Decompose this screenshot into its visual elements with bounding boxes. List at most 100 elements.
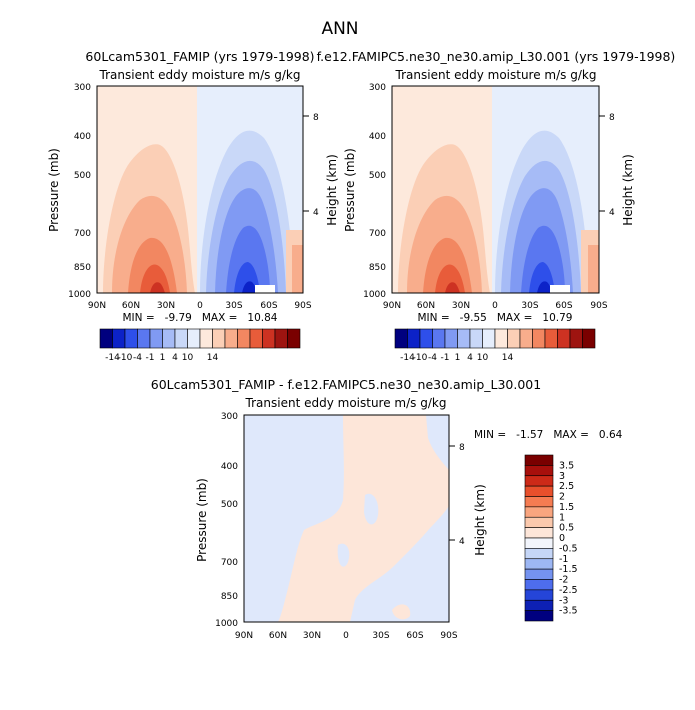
x-tick-label: 60N — [269, 631, 287, 641]
colorbar-label: -10 — [413, 353, 428, 363]
colorbar-swatch — [524, 558, 554, 570]
colorbar-swatch — [469, 328, 483, 349]
x-tick-label: 60S — [260, 301, 277, 311]
colorbar-swatch — [507, 328, 521, 349]
colorbar-swatch — [532, 328, 546, 349]
panel-1-case-title: 60Lcam5301_FAMIP (yrs 1979-1998) — [85, 49, 314, 64]
colorbar-swatch — [149, 328, 163, 349]
colorbar-swatch — [237, 328, 251, 349]
panel-1-y-axis: 300 400 500 700 850 1000 Pressure (mb) — [47, 83, 91, 300]
panel-1-plot-frame — [96, 85, 304, 294]
y-tick-label: 700 — [74, 229, 91, 239]
panel-3: 60Lcam5301_FAMIP - f.e12.FAMIPC5.ne30_ne… — [151, 377, 623, 641]
colorbar-label: -14 — [400, 353, 415, 363]
colorbar-swatch — [494, 328, 508, 349]
colorbar-swatch — [582, 328, 596, 349]
y-tick-label: 850 — [74, 263, 91, 273]
colorbar-swatch — [544, 328, 558, 349]
x-tick-label: 60N — [417, 301, 435, 311]
colorbar-label: 1 — [559, 512, 565, 523]
y-tick-label: 500 — [369, 171, 386, 181]
colorbar-swatch — [524, 579, 554, 591]
panel-2-stats: MIN = -9.55 MAX = 10.79 — [418, 312, 573, 324]
colorbar-label: 14 — [207, 353, 219, 363]
colorbar-swatch — [287, 328, 301, 349]
x-tick-label: 90S — [440, 631, 457, 641]
colorbar-swatch — [162, 328, 176, 349]
colorbar-swatch — [274, 328, 288, 349]
panel-3-x-axis: 90N 60N 30N 0 30S 60S 90S — [235, 631, 458, 641]
panel-2-colorbar: -14-10 -4 -1 1 4 10 14 — [394, 328, 596, 363]
colorbar-swatch — [212, 328, 226, 349]
panel-3-case-title: 60Lcam5301_FAMIP - f.e12.FAMIPC5.ne30_ne… — [151, 377, 541, 392]
panel-1-stats: MIN = -9.79 MAX = 10.84 — [123, 312, 278, 324]
x-tick-label: 0 — [197, 301, 203, 311]
colorbar-swatch — [524, 475, 554, 487]
x-tick-label: 60S — [555, 301, 572, 311]
x-tick-label: 0 — [492, 301, 498, 311]
colorbar-label: 0 — [559, 533, 565, 544]
y-right-tick-label: 8 — [313, 113, 319, 123]
x-tick-label: 60S — [406, 631, 423, 641]
colorbar-swatch — [524, 465, 554, 477]
y-tick-label: 700 — [369, 229, 386, 239]
colorbar-label: -4 — [428, 353, 437, 363]
panel-1-contour-field — [97, 86, 303, 293]
panel-3-subtitle: Transient eddy moisture m/s g/kg — [245, 396, 447, 410]
panel-1-x-axis: 90N 60N 30N 0 30S 60S 90S — [88, 301, 312, 311]
colorbar-label: -2 — [559, 575, 568, 586]
colorbar-swatch — [524, 516, 554, 528]
panel-3-contour-field — [244, 415, 449, 622]
colorbar-label: -1 — [441, 353, 450, 363]
panel-3-y-right-axis: 8 4 Height (km) — [449, 443, 487, 556]
colorbar-label: 1.5 — [559, 502, 574, 513]
colorbar-swatch — [524, 485, 554, 497]
colorbar-label: -10 — [118, 353, 133, 363]
y-tick-label: 400 — [221, 462, 238, 472]
panel-1: 60Lcam5301_FAMIP (yrs 1979-1998) Transie… — [47, 49, 339, 363]
x-tick-label: 0 — [343, 631, 349, 641]
colorbar-swatch — [524, 548, 554, 560]
colorbar-label: -4 — [133, 353, 142, 363]
y-tick-label: 400 — [369, 132, 386, 142]
colorbar-label: -1 — [559, 554, 568, 565]
panel-2-y-axis: 300 400 500 700 850 1000 Pressure (mb) — [343, 83, 386, 300]
x-tick-label: 30N — [303, 631, 321, 641]
colorbar-label: 3.5 — [559, 460, 574, 471]
y-axis-label: Pressure (mb) — [47, 148, 61, 232]
page-title: ANN — [321, 19, 358, 39]
x-tick-label: 30N — [157, 301, 175, 311]
y-right-tick-label: 8 — [459, 443, 465, 453]
y-tick-label: 1000 — [68, 290, 91, 300]
colorbar-swatch — [407, 328, 421, 349]
colorbar-label: 2.5 — [559, 481, 574, 492]
colorbar-swatch — [99, 328, 113, 349]
colorbar-label: -1 — [146, 353, 155, 363]
colorbar-swatch — [524, 506, 554, 518]
colorbar-label: 14 — [502, 353, 514, 363]
y-tick-label: 500 — [74, 171, 91, 181]
y-tick-label: 850 — [369, 263, 386, 273]
colorbar-swatch — [394, 328, 408, 349]
panel-2-subtitle: Transient eddy moisture m/s g/kg — [395, 68, 597, 82]
colorbar-label: 4 — [172, 353, 178, 363]
colorbar-swatch — [112, 328, 126, 349]
x-tick-label: 30S — [225, 301, 242, 311]
colorbar-swatch — [524, 610, 554, 622]
y-tick-label: 500 — [221, 500, 238, 510]
colorbar-swatch — [557, 328, 571, 349]
panel-1-y-right-axis: 8 4 Height (km) — [303, 113, 339, 226]
colorbar-swatch — [524, 496, 554, 508]
y-tick-label: 300 — [221, 412, 238, 422]
colorbar-label: -3 — [559, 595, 568, 606]
y-right-axis-label: Height (km) — [325, 154, 339, 225]
y-axis-label: Pressure (mb) — [343, 148, 357, 232]
y-axis-label: Pressure (mb) — [195, 478, 209, 562]
y-right-tick-label: 4 — [609, 208, 615, 218]
panel-2: f.e12.FAMIPC5.ne30_ne30.amip_L30.001 (yr… — [317, 49, 676, 363]
y-tick-label: 300 — [369, 83, 386, 93]
colorbar-swatch — [432, 328, 446, 349]
colorbar-swatch — [199, 328, 213, 349]
colorbar-label: 1 — [160, 353, 166, 363]
